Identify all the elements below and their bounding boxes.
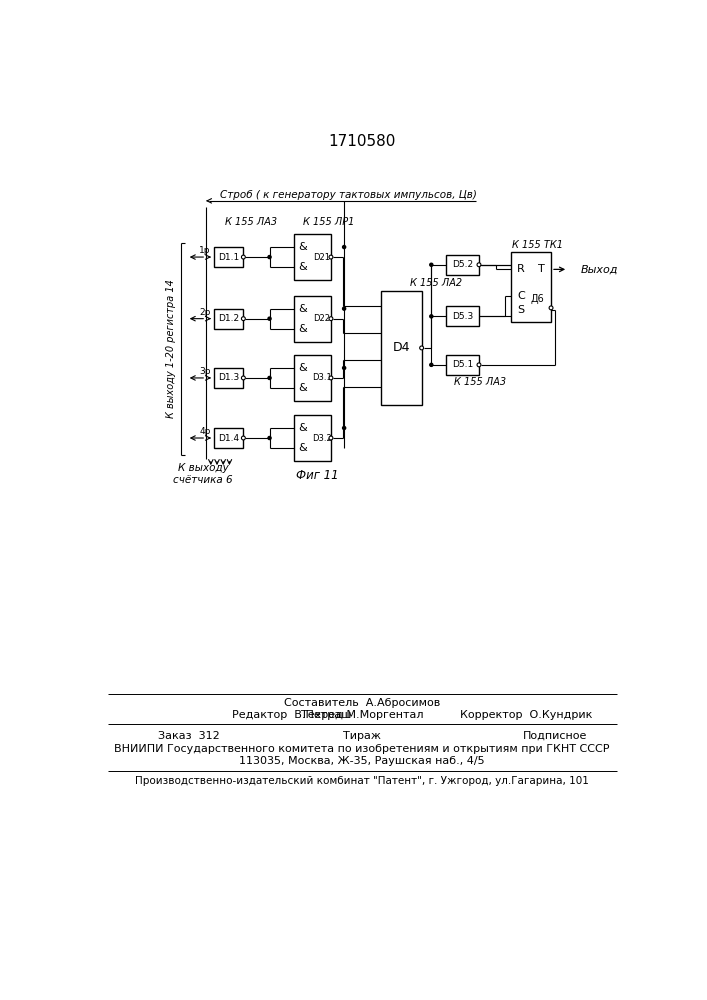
- Bar: [214, 368, 243, 388]
- Bar: [293, 355, 331, 401]
- Circle shape: [241, 317, 245, 321]
- Text: D1.3: D1.3: [218, 373, 239, 382]
- Text: К выходу 1-20 регистра 14: К выходу 1-20 регистра 14: [166, 279, 176, 418]
- Circle shape: [329, 376, 333, 380]
- Text: T: T: [537, 264, 544, 274]
- Text: D1.4: D1.4: [218, 434, 239, 443]
- Text: К 155 ЛА3: К 155 ЛА3: [454, 377, 506, 387]
- Bar: [381, 291, 421, 405]
- Text: 4р: 4р: [199, 427, 211, 436]
- Text: &: &: [298, 363, 307, 373]
- Circle shape: [268, 256, 271, 259]
- Text: К 155 ТК1: К 155 ТК1: [513, 240, 563, 250]
- Bar: [293, 415, 331, 461]
- Circle shape: [329, 436, 333, 440]
- Circle shape: [430, 315, 433, 318]
- Circle shape: [420, 346, 423, 350]
- Text: D22: D22: [313, 314, 330, 323]
- Text: &: &: [298, 423, 307, 433]
- Text: Выход: Выход: [580, 264, 618, 274]
- Text: C: C: [517, 291, 525, 301]
- Text: К 155 ЛР1: К 155 ЛР1: [303, 217, 354, 227]
- Circle shape: [477, 363, 481, 367]
- Text: D3.2: D3.2: [312, 434, 332, 443]
- Text: D5.1: D5.1: [452, 360, 473, 369]
- Text: D1.1: D1.1: [218, 253, 239, 262]
- Circle shape: [430, 263, 433, 266]
- Text: D3.1: D3.1: [312, 373, 332, 382]
- Bar: [510, 252, 551, 322]
- Circle shape: [268, 317, 271, 320]
- Bar: [293, 296, 331, 342]
- Text: Тираж: Тираж: [343, 731, 381, 741]
- Text: К 155 ЛА2: К 155 ЛА2: [409, 278, 462, 288]
- Circle shape: [241, 376, 245, 380]
- Text: D5.3: D5.3: [452, 312, 473, 321]
- Text: К выходу
счётчика 6: К выходу счётчика 6: [173, 463, 233, 485]
- Circle shape: [430, 363, 433, 366]
- Circle shape: [268, 436, 271, 440]
- Text: ВНИИПИ Государственного комитета по изобретениям и открытиям при ГКНТ СССР: ВНИИПИ Государственного комитета по изоб…: [115, 744, 609, 754]
- Circle shape: [477, 263, 481, 267]
- Text: 1р: 1р: [199, 246, 211, 255]
- Bar: [293, 234, 331, 280]
- Text: &: &: [298, 443, 307, 453]
- Circle shape: [241, 255, 245, 259]
- Circle shape: [329, 255, 333, 259]
- Text: D1.2: D1.2: [218, 314, 239, 323]
- Text: &: &: [298, 242, 307, 252]
- Text: Производственно-издательский комбинат "Патент", г. Ужгород, ул.Гагарина, 101: Производственно-издательский комбинат "П…: [135, 776, 589, 786]
- Text: Редактор  В.Петраш: Редактор В.Петраш: [232, 710, 351, 720]
- Bar: [214, 428, 243, 448]
- Text: 1710580: 1710580: [328, 134, 396, 149]
- Text: &: &: [298, 383, 307, 393]
- Circle shape: [268, 376, 271, 379]
- Circle shape: [343, 246, 346, 249]
- Text: Фиг 11: Фиг 11: [296, 469, 339, 482]
- Text: Подписное: Подписное: [522, 731, 587, 741]
- Text: D4: D4: [392, 341, 410, 354]
- Text: D21: D21: [313, 253, 330, 262]
- Circle shape: [343, 426, 346, 430]
- Text: D5.2: D5.2: [452, 260, 473, 269]
- Text: S: S: [518, 305, 525, 315]
- Circle shape: [329, 317, 333, 321]
- Text: 2р: 2р: [199, 308, 211, 317]
- Text: Составитель  А.Абросимов: Составитель А.Абросимов: [284, 698, 440, 708]
- Text: &: &: [298, 262, 307, 272]
- Text: &: &: [298, 304, 307, 314]
- Bar: [446, 306, 479, 326]
- Text: К 155 ЛА3: К 155 ЛА3: [225, 217, 277, 227]
- Text: Строб ( к генератору тактовых импульсов, Цв): Строб ( к генератору тактовых импульсов,…: [220, 190, 477, 200]
- Text: Техред М.Моргентал: Техред М.Моргентал: [300, 710, 423, 720]
- Text: R: R: [517, 264, 525, 274]
- Text: 113035, Москва, Ж-35, Раушская наб., 4/5: 113035, Москва, Ж-35, Раушская наб., 4/5: [239, 756, 485, 766]
- Circle shape: [343, 366, 346, 369]
- Bar: [214, 247, 243, 267]
- Circle shape: [343, 307, 346, 310]
- Text: &: &: [298, 324, 307, 334]
- Circle shape: [241, 436, 245, 440]
- Circle shape: [549, 306, 553, 310]
- Text: Заказ  312: Заказ 312: [158, 731, 220, 741]
- Text: 3р: 3р: [199, 367, 211, 376]
- Bar: [214, 309, 243, 329]
- Bar: [446, 355, 479, 375]
- Text: Корректор  О.Кундрик: Корректор О.Кундрик: [460, 710, 592, 720]
- Text: Д6: Д6: [530, 294, 544, 304]
- Bar: [446, 255, 479, 275]
